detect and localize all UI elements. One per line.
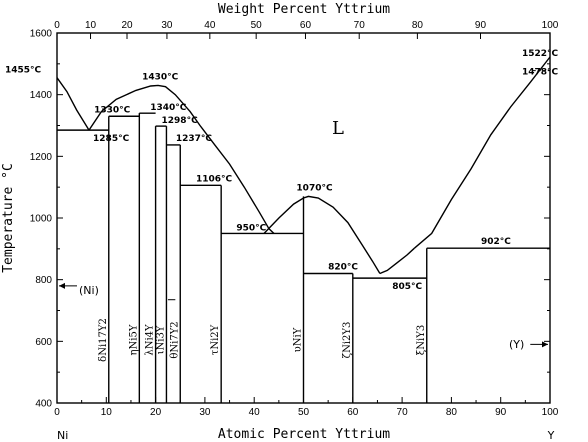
x-tick-label-6: 60 (347, 407, 359, 418)
temp-label-14: 1478°C (522, 68, 559, 78)
y-tick-label-5: 1400 (30, 90, 53, 101)
x-tick-label-5: 50 (298, 407, 310, 418)
x-tick-label-4: 40 (249, 407, 261, 418)
y-tick-label-2: 800 (35, 275, 52, 286)
w-tick-label-2: 20 (121, 20, 133, 31)
w-tick-label-9: 90 (475, 20, 487, 31)
y-tick-label-1: 600 (35, 337, 52, 348)
liquidus-curve-4 (413, 56, 551, 249)
x-tick-label-9: 90 (495, 407, 507, 418)
axis-ticks: 0 10 20 30 40 50 60 70 80 90 1000 10 20 30 40 50 60 70 80 9… (30, 20, 559, 418)
phase-boundaries (56, 56, 551, 403)
x-tick-label-1: 10 (101, 407, 113, 418)
temp-label-11: 805°C (392, 282, 422, 292)
w-tick-label-0: 0 (54, 20, 60, 31)
temp-label-12: 902°C (481, 237, 511, 247)
compound-label-0: δNi17Y2 (98, 318, 109, 362)
temp-label-5: 1298°C (162, 116, 199, 126)
compound-label-6: υNiY (293, 327, 304, 352)
temp-label-6: 1237°C (176, 134, 213, 144)
liquidus-curve-3 (379, 247, 415, 275)
compound-label-1: ηNi5Y (128, 324, 139, 355)
w-tick-label-1: 10 (85, 20, 97, 31)
compound-label-4: θNi7Y2 (169, 321, 180, 358)
temp-label-1: 1285°C (93, 134, 130, 144)
compound-label-8: ξNiY3 (416, 325, 427, 355)
top-axis-title: Weight Percent Yttrium (218, 2, 390, 17)
temp-label-2: 1330°C (94, 105, 131, 115)
temp-label-3: 1430°C (142, 72, 179, 82)
y-tick-label-4: 1200 (30, 152, 53, 163)
left-end-label: Ni (57, 429, 68, 442)
temp-label-9: 1070°C (296, 183, 333, 193)
compound-label-7: ζNi2Y3 (342, 322, 353, 359)
w-tick-label-5: 50 (251, 20, 263, 31)
x-tick-label-0: 0 (54, 407, 60, 418)
compound-label-2: λNi4Y (145, 324, 156, 356)
w-tick-label-10: 100 (542, 20, 559, 31)
y-arrow-head (542, 341, 548, 348)
x-tick-label-8: 80 (446, 407, 458, 418)
phase-labels: δNi17Y2 ηNi5Y λNi4Y ιNi3Y θNi7Y2 τNi2Y υNiY ζNi… (5, 49, 559, 362)
x-tick-label-7: 70 (397, 407, 409, 418)
w-tick-label-7: 70 (354, 20, 366, 31)
y-axis-title: Temperature °C (1, 163, 16, 273)
x-tick-label-10: 100 (542, 407, 559, 418)
y-solid-solution-label: (Y) (509, 338, 524, 351)
w-tick-label-6: 60 (300, 20, 312, 31)
temp-label-8: 950°C (236, 223, 266, 233)
x-tick-label-3: 30 (199, 407, 211, 418)
temp-label-10: 820°C (328, 263, 358, 273)
ni-arrow-head (59, 282, 65, 289)
temp-label-4: 1340°C (150, 103, 187, 113)
temp-label-7: 1106°C (196, 174, 233, 184)
liquid-region-label: L (332, 118, 344, 139)
w-tick-label-3: 30 (161, 20, 173, 31)
bottom-axis-title: Atomic Percent Yttrium (218, 427, 390, 442)
w-tick-label-4: 40 (204, 20, 216, 31)
right-end-label: Y (547, 429, 555, 442)
y-tick-label-6: 1600 (30, 29, 53, 40)
temp-label-13: 1522°C (522, 49, 559, 59)
liquidus-curve-1 (88, 84, 275, 234)
compound-label-3: ιNi3Y (155, 325, 166, 354)
liquidus-curve-2 (263, 195, 381, 274)
y-tick-label-3: 1000 (30, 214, 53, 225)
y-tick-label-0: 400 (35, 399, 52, 410)
liquidus-curve-0 (56, 77, 90, 131)
ni-solid-solution-label: (Ni) (79, 284, 99, 297)
x-tick-label-2: 20 (150, 407, 162, 418)
compound-label-5: τNi2Y (210, 324, 221, 355)
w-tick-label-8: 80 (412, 20, 424, 31)
temp-label-0: 1455°C (5, 66, 42, 76)
